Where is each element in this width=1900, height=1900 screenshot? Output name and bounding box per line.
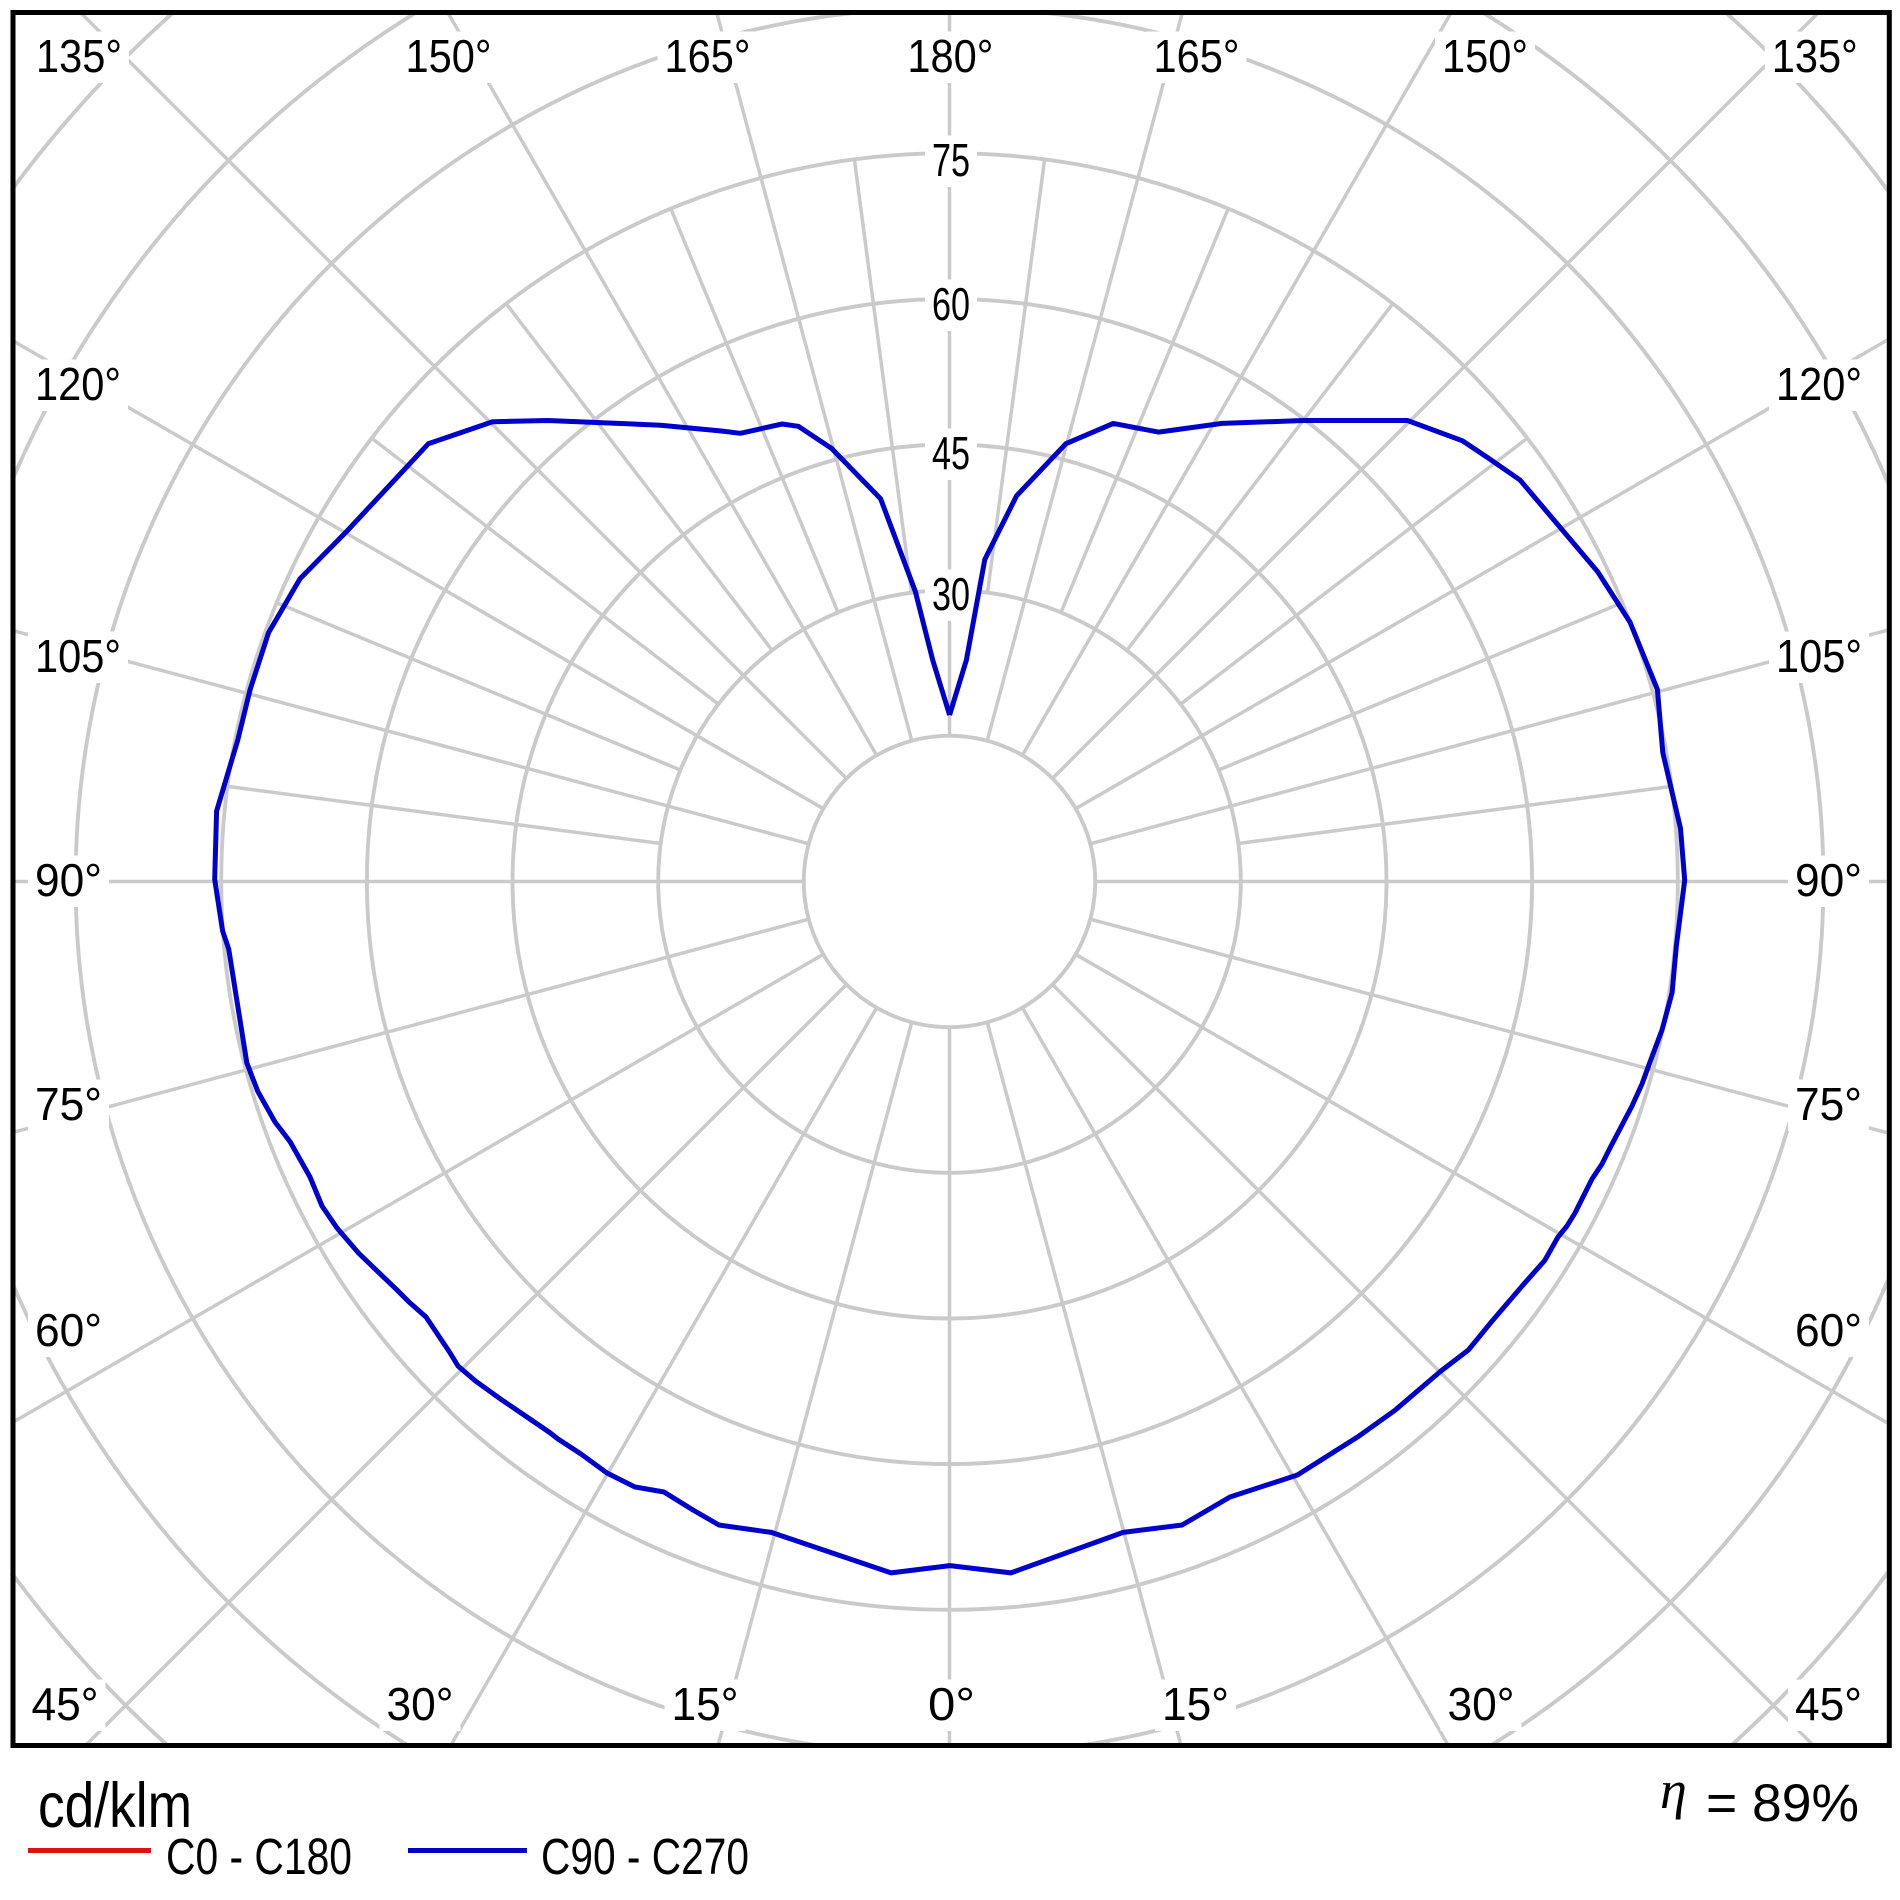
svg-text:135°: 135° bbox=[1772, 30, 1858, 82]
svg-text:120°: 120° bbox=[1776, 358, 1862, 410]
svg-text:105°: 105° bbox=[35, 630, 121, 682]
svg-text:75°: 75° bbox=[1795, 1078, 1862, 1130]
svg-text:60: 60 bbox=[932, 278, 970, 330]
svg-text:60°: 60° bbox=[35, 1304, 102, 1356]
svg-text:15°: 15° bbox=[672, 1678, 739, 1730]
svg-text:90°: 90° bbox=[1795, 854, 1862, 906]
svg-text:165°: 165° bbox=[1154, 30, 1240, 82]
svg-text:45: 45 bbox=[932, 427, 970, 479]
svg-text:0°: 0° bbox=[928, 1678, 975, 1730]
svg-text:75: 75 bbox=[932, 134, 970, 186]
svg-text:75°: 75° bbox=[35, 1078, 102, 1130]
svg-text:45°: 45° bbox=[32, 1678, 99, 1730]
svg-text:15°: 15° bbox=[1162, 1678, 1229, 1730]
svg-text:C90 - C270: C90 - C270 bbox=[541, 1828, 749, 1885]
svg-text:90°: 90° bbox=[35, 854, 102, 906]
svg-text:180°: 180° bbox=[907, 30, 993, 82]
svg-text:135°: 135° bbox=[36, 30, 122, 82]
svg-text:120°: 120° bbox=[35, 358, 121, 410]
svg-text:60°: 60° bbox=[1795, 1304, 1862, 1356]
svg-text:= 89%: = 89% bbox=[1706, 1774, 1859, 1833]
svg-text:30°: 30° bbox=[387, 1678, 454, 1730]
svg-text:150°: 150° bbox=[1442, 30, 1528, 82]
svg-text:45°: 45° bbox=[1795, 1678, 1862, 1730]
svg-text:cd/klm: cd/klm bbox=[38, 1771, 192, 1841]
svg-text:η: η bbox=[1660, 1760, 1687, 1820]
svg-text:30°: 30° bbox=[1448, 1678, 1515, 1730]
svg-text:C0 - C180: C0 - C180 bbox=[166, 1828, 352, 1885]
svg-text:30: 30 bbox=[932, 568, 970, 620]
svg-text:165°: 165° bbox=[665, 30, 751, 82]
svg-text:105°: 105° bbox=[1776, 630, 1862, 682]
svg-text:150°: 150° bbox=[406, 30, 492, 82]
